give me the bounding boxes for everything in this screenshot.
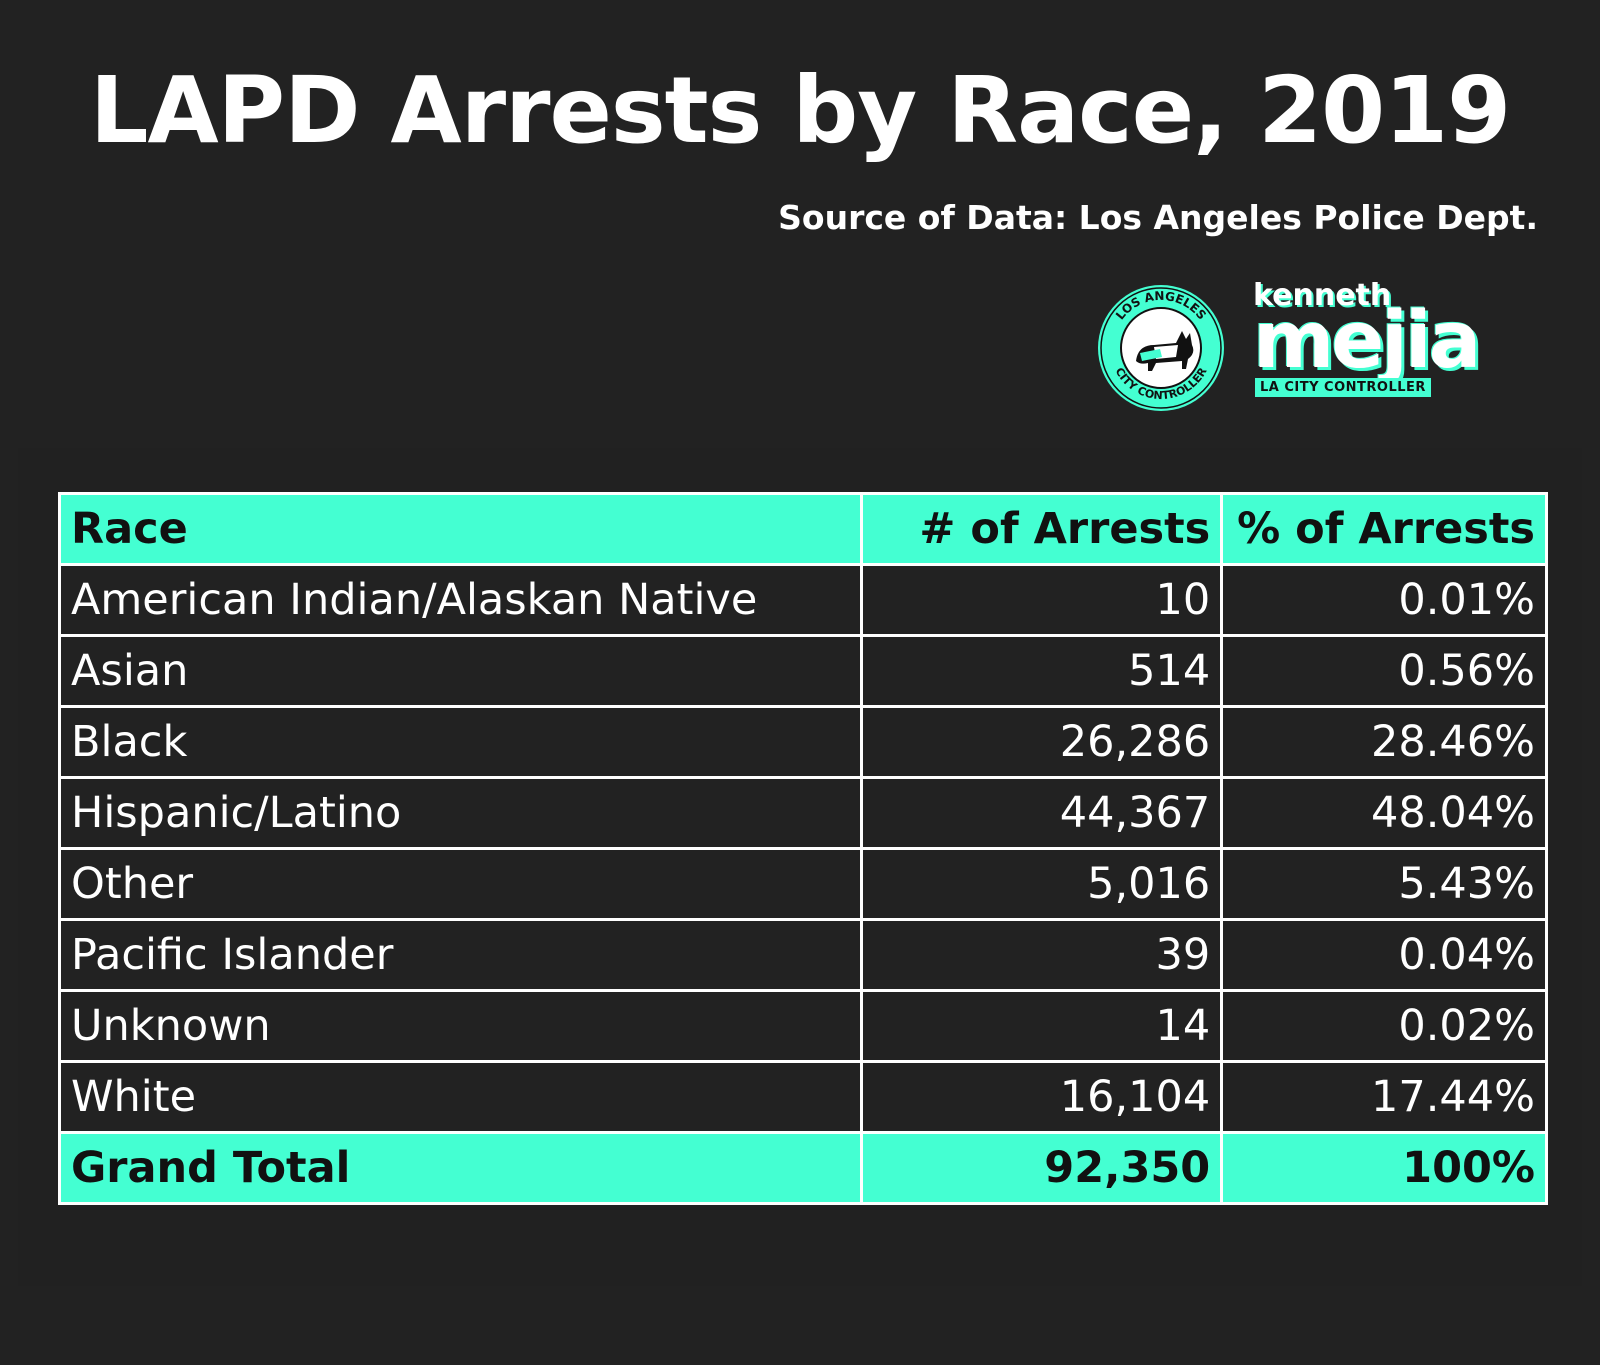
cell-percent: 28.46% [1220, 705, 1548, 779]
arrests-table: Race # of Arrests % of Arrests American … [57, 492, 1548, 1205]
table-row: Pacific Islander 39 0.04% [57, 918, 1548, 992]
cell-race: Asian [57, 634, 864, 708]
total-percent: 100% [1220, 1131, 1548, 1205]
logo-last-name: mejia [1253, 296, 1481, 386]
logo-subtitle: LA CITY CONTROLLER [1255, 378, 1431, 397]
cell-arrests: 10 [860, 563, 1224, 637]
column-header-race: Race [57, 492, 864, 566]
cell-race: Unknown [57, 989, 864, 1063]
table-row: White 16,104 17.44% [57, 1060, 1548, 1134]
cell-arrests: 14 [860, 989, 1224, 1063]
table-row: Asian 514 0.56% [57, 634, 1548, 708]
cell-arrests: 39 [860, 918, 1224, 992]
cell-percent: 0.01% [1220, 563, 1548, 637]
cell-percent: 0.04% [1220, 918, 1548, 992]
cell-race: American Indian/Alaskan Native [57, 563, 864, 637]
table-row: Other 5,016 5.43% [57, 847, 1548, 921]
cell-race: White [57, 1060, 864, 1134]
cell-arrests: 26,286 [860, 705, 1224, 779]
cell-arrests: 44,367 [860, 776, 1224, 850]
city-controller-seal-logo: LOS ANGELES CITY CONTROLLER [1098, 285, 1224, 411]
column-header-arrests: # of Arrests [860, 492, 1224, 566]
table-row: American Indian/Alaskan Native 10 0.01% [57, 563, 1548, 637]
table-row: Black 26,286 28.46% [57, 705, 1548, 779]
table-row: Hispanic/Latino 44,367 48.04% [57, 776, 1548, 850]
cell-percent: 0.56% [1220, 634, 1548, 708]
cell-percent: 48.04% [1220, 776, 1548, 850]
cell-arrests: 5,016 [860, 847, 1224, 921]
cell-race: Pacific Islander [57, 918, 864, 992]
page-title: LAPD Arrests by Race, 2019 [89, 57, 1511, 164]
cell-race: Hispanic/Latino [57, 776, 864, 850]
logo-first-name: kenneth [1253, 278, 1392, 313]
cell-percent: 5.43% [1220, 847, 1548, 921]
table-row: Unknown 14 0.02% [57, 989, 1548, 1063]
cell-percent: 0.02% [1220, 989, 1548, 1063]
cell-arrests: 16,104 [860, 1060, 1224, 1134]
cell-arrests: 514 [860, 634, 1224, 708]
cell-race: Other [57, 847, 864, 921]
table-total-row: Grand Total 92,350 100% [57, 1131, 1548, 1205]
cell-percent: 17.44% [1220, 1060, 1548, 1134]
column-header-percent: % of Arrests [1220, 492, 1548, 566]
corgi-icon [1136, 331, 1194, 371]
table-header-row: Race # of Arrests % of Arrests [57, 492, 1548, 566]
cell-race: Black [57, 705, 864, 779]
total-arrests: 92,350 [860, 1131, 1224, 1205]
kenneth-mejia-logo: kenneth mejia LA CITY CONTROLLER [1253, 278, 1543, 398]
total-label: Grand Total [57, 1131, 864, 1205]
data-source: Source of Data: Los Angeles Police Dept. [778, 198, 1538, 237]
